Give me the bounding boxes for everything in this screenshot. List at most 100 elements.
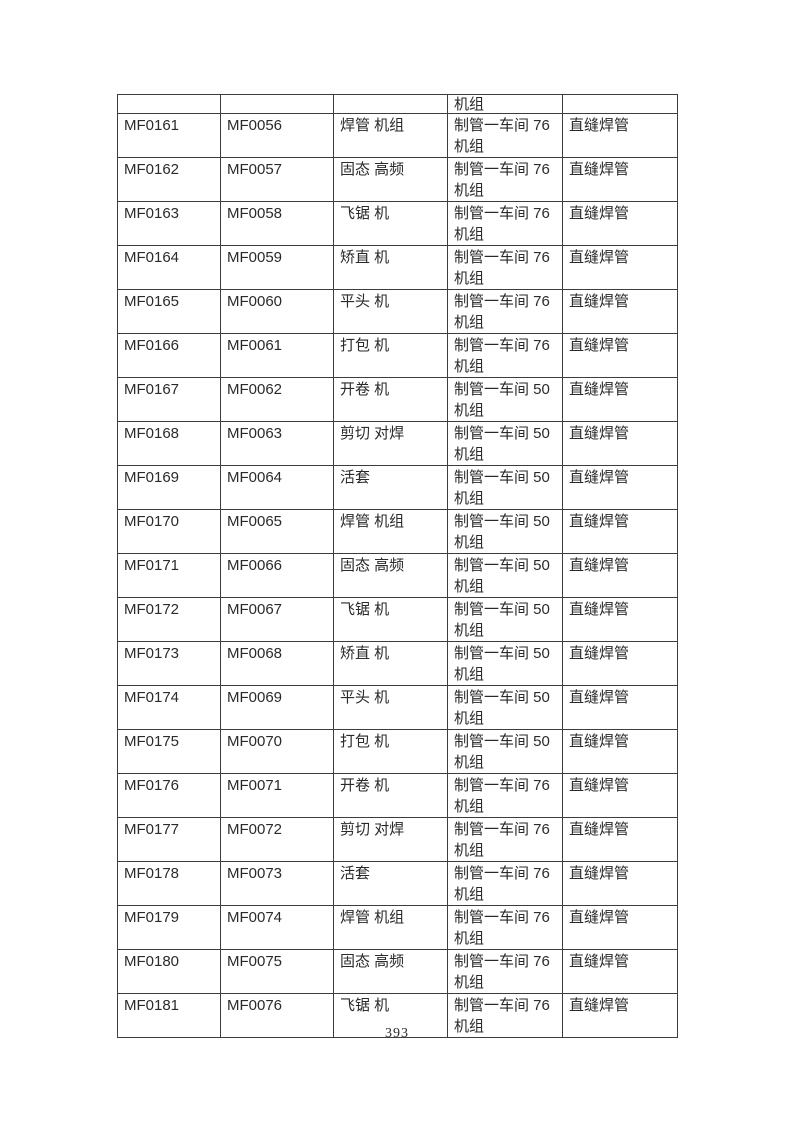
cell-product: 直缝焊管 (562, 509, 678, 554)
cell-device-code: MF0069 (220, 685, 334, 730)
cell-asset-code: MF0167 (117, 377, 221, 422)
location-line2: 机组 (454, 797, 485, 815)
cell-asset-code: MF0169 (117, 465, 221, 510)
table-row: MF0172 MF0067 飞锯 机 制管一车间 50 机组 直缝焊管 (117, 597, 678, 642)
cell-device-code: MF0063 (220, 421, 334, 466)
location-line1: 制管一车间 76 (454, 953, 550, 970)
cell-equipment: 打包 机 (333, 333, 448, 378)
table-row: MF0171 MF0066 固态 高频 制管一车间 50 机组 直缝焊管 (117, 553, 678, 598)
cell-product: 直缝焊管 (562, 905, 678, 950)
cell-device-code: MF0059 (220, 245, 334, 290)
cell-equipment: 开卷 机 (333, 377, 448, 422)
cell-equipment: 矫直 机 (333, 641, 448, 686)
cell-asset-code: MF0161 (117, 113, 221, 158)
location-line1: 制管一车间 50 (454, 689, 550, 706)
cell-asset-code: MF0166 (117, 333, 221, 378)
cell-product: 直缝焊管 (562, 245, 678, 290)
cell-asset-code: MF0170 (117, 509, 221, 554)
cell-location: 制管一车间 76 机组 (447, 949, 563, 994)
table-row: MF0173 MF0068 矫直 机 制管一车间 50 机组 直缝焊管 (117, 641, 678, 686)
cell-equipment: 焊管 机组 (333, 509, 448, 554)
cell-empty (562, 94, 678, 114)
cell-location: 制管一车间 76 机组 (447, 289, 563, 334)
cell-asset-code: MF0173 (117, 641, 221, 686)
cell-product: 直缝焊管 (562, 685, 678, 730)
location-line1: 制管一车间 76 (454, 337, 550, 354)
location-line1: 制管一车间 76 (454, 997, 550, 1014)
cell-equipment: 固态 高频 (333, 553, 448, 598)
cell-device-code: MF0065 (220, 509, 334, 554)
cell-equipment: 打包 机 (333, 729, 448, 774)
cell-location-continued: 机组 (447, 94, 563, 114)
location-line2: 机组 (454, 577, 485, 595)
cell-asset-code: MF0165 (117, 289, 221, 334)
cell-empty (220, 94, 334, 114)
cell-device-code: MF0058 (220, 201, 334, 246)
cell-device-code: MF0056 (220, 113, 334, 158)
cell-product: 直缝焊管 (562, 333, 678, 378)
cell-product: 直缝焊管 (562, 597, 678, 642)
cell-location: 制管一车间 76 机组 (447, 905, 563, 950)
cell-asset-code: MF0181 (117, 993, 221, 1038)
cell-device-code: MF0066 (220, 553, 334, 598)
cell-product: 直缝焊管 (562, 289, 678, 334)
location-line2: 机组 (454, 401, 485, 419)
cell-product: 直缝焊管 (562, 377, 678, 422)
cell-equipment: 活套 (333, 861, 448, 906)
cell-location: 制管一车间 50 机组 (447, 685, 563, 730)
cell-asset-code: MF0175 (117, 729, 221, 774)
table-row: MF0169 MF0064 活套 制管一车间 50 机组 直缝焊管 (117, 465, 678, 510)
table-row: MF0181 MF0076 飞锯 机 制管一车间 76 机组 直缝焊管 (117, 993, 678, 1038)
cell-asset-code: MF0171 (117, 553, 221, 598)
cell-product: 直缝焊管 (562, 993, 678, 1038)
cell-product: 直缝焊管 (562, 113, 678, 158)
cell-equipment: 焊管 机组 (333, 905, 448, 950)
table-row: MF0179 MF0074 焊管 机组 制管一车间 76 机组 直缝焊管 (117, 905, 678, 950)
location-line1: 制管一车间 76 (454, 821, 550, 838)
table-row: MF0180 MF0075 固态 高频 制管一车间 76 机组 直缝焊管 (117, 949, 678, 994)
location-line2: 机组 (454, 841, 485, 859)
location-line2: 机组 (454, 357, 485, 375)
cell-device-code: MF0068 (220, 641, 334, 686)
location-line1: 制管一车间 76 (454, 205, 550, 222)
location-line1: 制管一车间 76 (454, 865, 550, 882)
location-line2: 机组 (454, 1017, 485, 1035)
table-row: MF0167 MF0062 开卷 机 制管一车间 50 机组 直缝焊管 (117, 377, 678, 422)
page-number: 393 (385, 1026, 409, 1041)
table-row: MF0168 MF0063 剪切 对焊 制管一车间 50 机组 直缝焊管 (117, 421, 678, 466)
cell-device-code: MF0073 (220, 861, 334, 906)
cell-product: 直缝焊管 (562, 861, 678, 906)
cell-product: 直缝焊管 (562, 553, 678, 598)
cell-location: 制管一车间 76 机组 (447, 773, 563, 818)
location-line1: 制管一车间 50 (454, 469, 550, 486)
cell-equipment: 固态 高频 (333, 157, 448, 202)
table-row: MF0177 MF0072 剪切 对焊 制管一车间 76 机组 直缝焊管 (117, 817, 678, 862)
cell-equipment: 开卷 机 (333, 773, 448, 818)
table-row: MF0162 MF0057 固态 高频 制管一车间 76 机组 直缝焊管 (117, 157, 678, 202)
table-row: MF0163 MF0058 飞锯 机 制管一车间 76 机组 直缝焊管 (117, 201, 678, 246)
cell-equipment: 焊管 机组 (333, 113, 448, 158)
cell-asset-code: MF0168 (117, 421, 221, 466)
cell-equipment: 剪切 对焊 (333, 817, 448, 862)
table-row: MF0178 MF0073 活套 制管一车间 76 机组 直缝焊管 (117, 861, 678, 906)
location-line2: 机组 (454, 445, 485, 463)
table-row: MF0161 MF0056 焊管 机组 制管一车间 76 机组 直缝焊管 (117, 113, 678, 158)
location-line2: 机组 (454, 665, 485, 683)
cell-equipment: 平头 机 (333, 289, 448, 334)
cell-device-code: MF0061 (220, 333, 334, 378)
cell-asset-code: MF0180 (117, 949, 221, 994)
location-line1: 制管一车间 76 (454, 161, 550, 178)
cell-device-code: MF0067 (220, 597, 334, 642)
cell-location: 制管一车间 50 机组 (447, 641, 563, 686)
cell-device-code: MF0074 (220, 905, 334, 950)
cell-asset-code: MF0163 (117, 201, 221, 246)
table-row: MF0176 MF0071 开卷 机 制管一车间 76 机组 直缝焊管 (117, 773, 678, 818)
cell-location: 制管一车间 50 机组 (447, 553, 563, 598)
location-line2: 机组 (454, 973, 485, 991)
cell-product: 直缝焊管 (562, 201, 678, 246)
cell-location: 制管一车间 76 机组 (447, 245, 563, 290)
location-line1: 制管一车间 76 (454, 117, 550, 134)
cell-device-code: MF0064 (220, 465, 334, 510)
cell-location: 制管一车间 50 机组 (447, 377, 563, 422)
table-row: MF0164 MF0059 矫直 机 制管一车间 76 机组 直缝焊管 (117, 245, 678, 290)
